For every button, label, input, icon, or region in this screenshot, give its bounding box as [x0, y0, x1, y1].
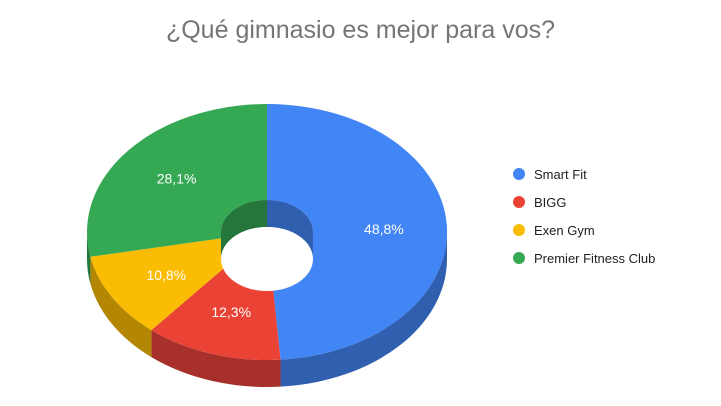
slice-3 — [90, 238, 238, 331]
legend-item-premier-fitness-club[interactable]: Premier Fitness Club — [513, 244, 655, 272]
slice-side-1 — [280, 232, 447, 387]
hole-wall-1-1 — [267, 200, 313, 259]
legend-label: BIGG — [534, 194, 567, 210]
legend-item-exen-gym[interactable]: Exen Gym — [513, 216, 655, 244]
chart-title: ¿Qué gimnasio es mejor para vos? — [165, 16, 556, 44]
legend-swatch — [513, 196, 525, 208]
donut-side-group — [87, 232, 447, 388]
slice-label-1: 48,8% — [364, 221, 404, 237]
slice-1 — [267, 103, 448, 360]
slice-4 — [86, 104, 267, 257]
slice-label-3: 10,8% — [146, 267, 186, 283]
hole-wall-4-0 — [221, 200, 267, 259]
legend-swatch — [513, 252, 525, 264]
legend-swatch — [513, 168, 525, 180]
legend-label: Premier Fitness Club — [534, 250, 656, 266]
legend-item-smart-fit[interactable]: Smart Fit — [513, 160, 655, 188]
donut-top-group — [86, 103, 448, 361]
donut-hole — [221, 227, 313, 291]
legend-swatch — [513, 224, 525, 236]
slice-side-2 — [151, 330, 281, 388]
legend-label: Smart Fit — [534, 166, 587, 182]
slice-label-group: 48,8% 12,3% 10,8% 28,1% — [146, 171, 403, 320]
legend-label: Exen Gym — [534, 222, 595, 238]
chart-legend: Smart Fit BIGG Exen Gym Premier Fitness … — [513, 160, 655, 272]
slice-label-2: 12,3% — [211, 304, 251, 320]
legend-item-bigg[interactable]: BIGG — [513, 188, 655, 216]
slice-label-4: 28,1% — [157, 171, 197, 187]
slice-side-3 — [90, 256, 152, 358]
slice-side-4 — [87, 232, 91, 284]
